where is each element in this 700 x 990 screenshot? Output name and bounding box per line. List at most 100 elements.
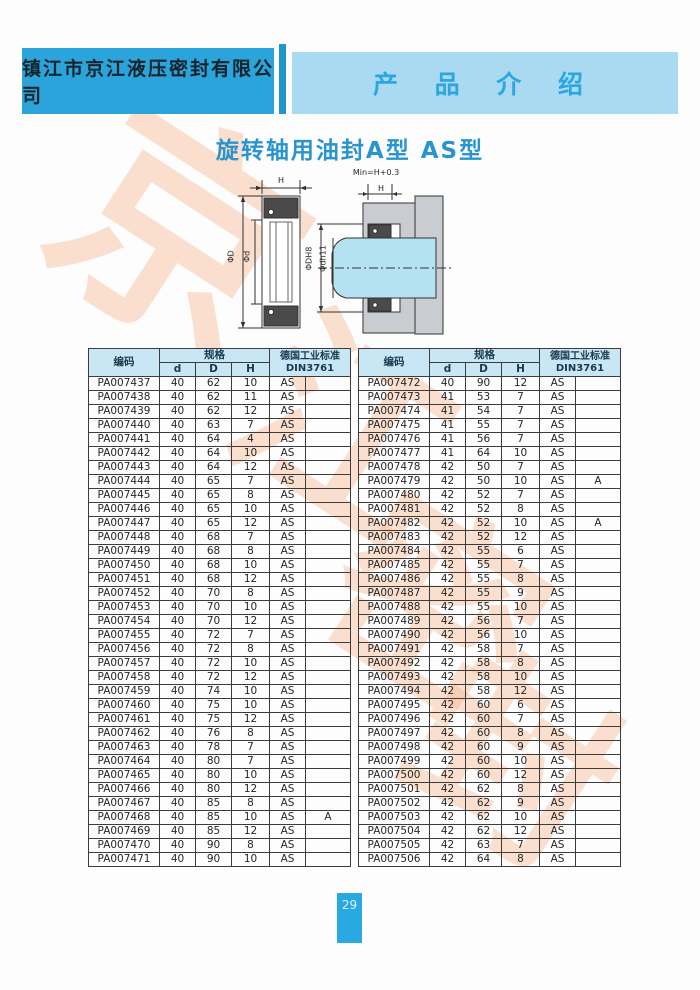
col-header-din: 德国工业标准 DIN3761 xyxy=(269,348,351,377)
code-cell: PA007465 xyxy=(88,768,160,783)
H-cell: 12 xyxy=(501,768,540,783)
din-mark-cell xyxy=(305,754,351,769)
din-cell: AS xyxy=(269,838,306,853)
din-mark-cell xyxy=(305,796,351,811)
d-cell: 42 xyxy=(429,600,466,615)
d-cell: 42 xyxy=(429,656,466,671)
H-cell: 7 xyxy=(231,740,270,755)
d-cell: 42 xyxy=(429,572,466,587)
table-row: PA007460 40 75 10 AS xyxy=(88,698,351,713)
code-cell: PA007504 xyxy=(358,824,430,839)
din-mark-cell xyxy=(575,642,621,657)
din-cell: AS xyxy=(539,516,576,531)
code-cell: PA007460 xyxy=(88,698,160,713)
din-cell: AS xyxy=(269,740,306,755)
code-cell: PA007463 xyxy=(88,740,160,755)
H-cell: 8 xyxy=(231,642,270,657)
d-cell: 40 xyxy=(159,768,196,783)
din-mark-cell xyxy=(575,558,621,573)
din-mark-cell xyxy=(305,586,351,601)
d-cell: 40 xyxy=(159,684,196,699)
din-mark-cell xyxy=(575,684,621,699)
din-cell: AS xyxy=(269,376,306,391)
table-row: PA007488 42 55 10 AS xyxy=(358,600,621,615)
code-cell: PA007461 xyxy=(88,712,160,727)
code-cell: PA007497 xyxy=(358,726,430,741)
phi-DH8-label: ΦDH8 xyxy=(304,246,314,271)
din-cell: AS xyxy=(539,698,576,713)
d-cell: 40 xyxy=(159,586,196,601)
code-cell: PA007495 xyxy=(358,698,430,713)
din-mark-cell xyxy=(575,530,621,545)
din-mark-cell xyxy=(305,726,351,741)
din-cell: AS xyxy=(539,446,576,461)
din-cell: AS xyxy=(269,614,306,629)
table-row: PA007465 40 80 10 AS xyxy=(88,768,351,783)
H-cell: 7 xyxy=(501,614,540,629)
table-row: PA007458 40 72 12 AS xyxy=(88,670,351,685)
din-cell: AS xyxy=(539,572,576,587)
din-mark-cell xyxy=(575,726,621,741)
d-cell: 42 xyxy=(429,726,466,741)
d-cell: 42 xyxy=(429,586,466,601)
d-cell: 41 xyxy=(429,418,466,433)
code-cell: PA007479 xyxy=(358,474,430,489)
table-row: PA007499 42 60 10 AS xyxy=(358,754,621,769)
din-mark-cell xyxy=(305,530,351,545)
table-row: PA007454 40 70 12 AS xyxy=(88,614,351,629)
d-cell: 42 xyxy=(429,516,466,531)
table-row: PA007448 40 68 7 AS xyxy=(88,530,351,545)
d-cell: 40 xyxy=(159,698,196,713)
table-row: PA007494 42 58 12 AS xyxy=(358,684,621,699)
code-cell: PA007506 xyxy=(358,852,430,867)
din-mark-cell xyxy=(575,670,621,685)
page-title: 旋转轴用油封A型 AS型 xyxy=(215,138,485,164)
d-cell: 40 xyxy=(159,488,196,503)
H-cell: 10 xyxy=(231,446,270,461)
din-mark-cell xyxy=(575,614,621,629)
din-mark-cell xyxy=(575,754,621,769)
D-cell: 54 xyxy=(465,404,502,419)
D-cell: 68 xyxy=(195,544,232,559)
code-cell: PA007490 xyxy=(358,628,430,643)
d-cell: 42 xyxy=(429,558,466,573)
din-mark-cell xyxy=(575,698,621,713)
D-cell: 60 xyxy=(465,754,502,769)
din-cell: AS xyxy=(269,796,306,811)
table-row: PA007491 42 58 7 AS xyxy=(358,642,621,657)
d-cell: 40 xyxy=(159,852,196,867)
code-cell: PA007456 xyxy=(88,642,160,657)
H-cell: 7 xyxy=(501,390,540,405)
din-cell: AS xyxy=(539,782,576,797)
table-row: PA007443 40 64 12 AS xyxy=(88,460,351,475)
d-cell: 42 xyxy=(429,796,466,811)
din-mark-cell xyxy=(575,768,621,783)
table-row: PA007444 40 65 7 AS xyxy=(88,474,351,489)
company-name: 镇江市京江液压密封有限公司 xyxy=(22,58,275,107)
H-cell: 9 xyxy=(501,740,540,755)
din-mark-cell xyxy=(575,782,621,797)
H-cell: 12 xyxy=(231,404,270,419)
D-cell: 55 xyxy=(465,572,502,587)
din-mark-cell xyxy=(305,474,351,489)
d-cell: 41 xyxy=(429,390,466,405)
D-cell: 75 xyxy=(195,698,232,713)
code-cell: PA007464 xyxy=(88,754,160,769)
din-cell: AS xyxy=(269,404,306,419)
table-row: PA007461 40 75 12 AS xyxy=(88,712,351,727)
din-cell: AS xyxy=(269,852,306,867)
table-row: PA007505 42 63 7 AS xyxy=(358,838,621,853)
H-cell: 8 xyxy=(501,852,540,867)
din-mark-cell xyxy=(305,824,351,839)
din-cell: AS xyxy=(539,726,576,741)
table-row: PA007457 40 72 10 AS xyxy=(88,656,351,671)
din-mark-cell xyxy=(305,698,351,713)
code-cell: PA007450 xyxy=(88,558,160,573)
d-cell: 42 xyxy=(429,838,466,853)
H-cell: 8 xyxy=(501,782,540,797)
code-cell: PA007441 xyxy=(88,432,160,447)
table-row: PA007452 40 70 8 AS xyxy=(88,586,351,601)
din-cell: AS xyxy=(269,698,306,713)
d-cell: 40 xyxy=(159,628,196,643)
din-mark-cell xyxy=(305,852,351,867)
